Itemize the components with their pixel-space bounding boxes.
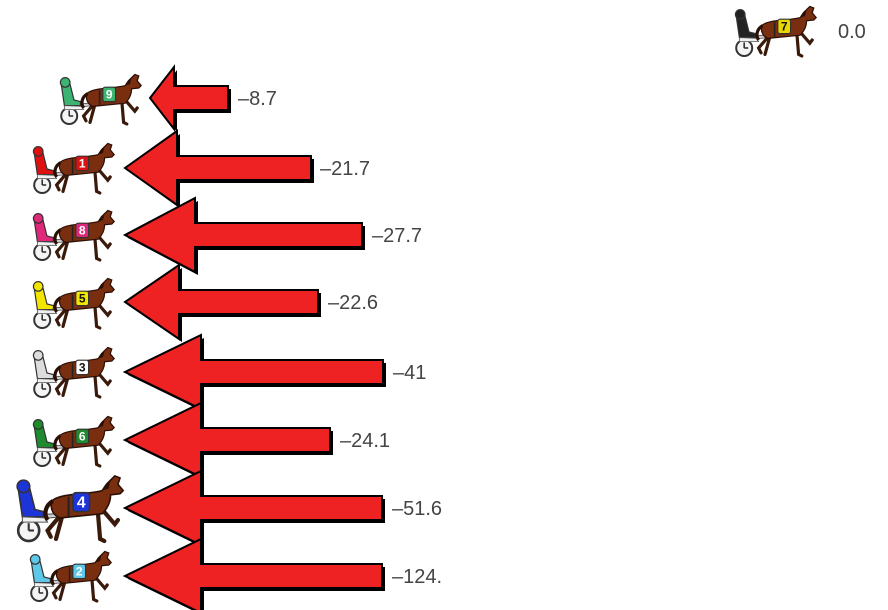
deficit-arrow-5 [122,333,384,411]
deficit-arrow-6 [122,401,331,479]
horse-5-icon-number: 5 [79,291,86,305]
horse-2-icon: 2 [29,550,113,603]
horse-5-icon: 5 [32,277,116,330]
deficit-arrow-1 [148,64,229,132]
deficit-value-8: –124. [392,566,442,588]
horse-2-icon-number: 2 [76,564,83,578]
horse-9-icon-number: 9 [106,87,113,101]
horse-4-icon-number: 4 [77,494,86,511]
horse-3-icon: 3 [32,346,116,399]
horse-1-icon: 1 [32,142,116,195]
deficit-value-4: –22.6 [328,292,378,314]
leader-horse-icon: 7 [734,5,818,58]
deficit-value-7: –51.6 [392,498,442,520]
deficit-value-3: –27.7 [372,225,422,247]
horse-6-icon: 6 [32,415,116,468]
deficit-value-5: –41 [393,362,426,384]
leader-horse-icon-number: 7 [781,19,788,33]
deficit-arrow-7 [122,469,383,547]
deficit-arrow-8 [122,537,383,610]
horse-9-icon: 9 [59,73,143,126]
horse-8-icon-number: 8 [79,223,86,237]
horse-1-icon-number: 1 [79,156,86,170]
deficit-value-2: –21.7 [320,158,370,180]
deficit-arrow-4 [123,263,319,341]
horse-8-icon: 8 [32,209,116,262]
deficit-arrow-2 [123,129,312,207]
horse-6-icon-number: 6 [79,429,86,443]
horse-4-icon: 4 [16,474,125,544]
deficit-value-6: –24.1 [340,430,390,452]
deficit-value-1: –8.7 [238,88,277,110]
horse-3-icon-number: 3 [79,360,86,374]
leader-value-label: 0.0 [838,21,866,43]
deficit-arrow-3 [122,196,363,274]
